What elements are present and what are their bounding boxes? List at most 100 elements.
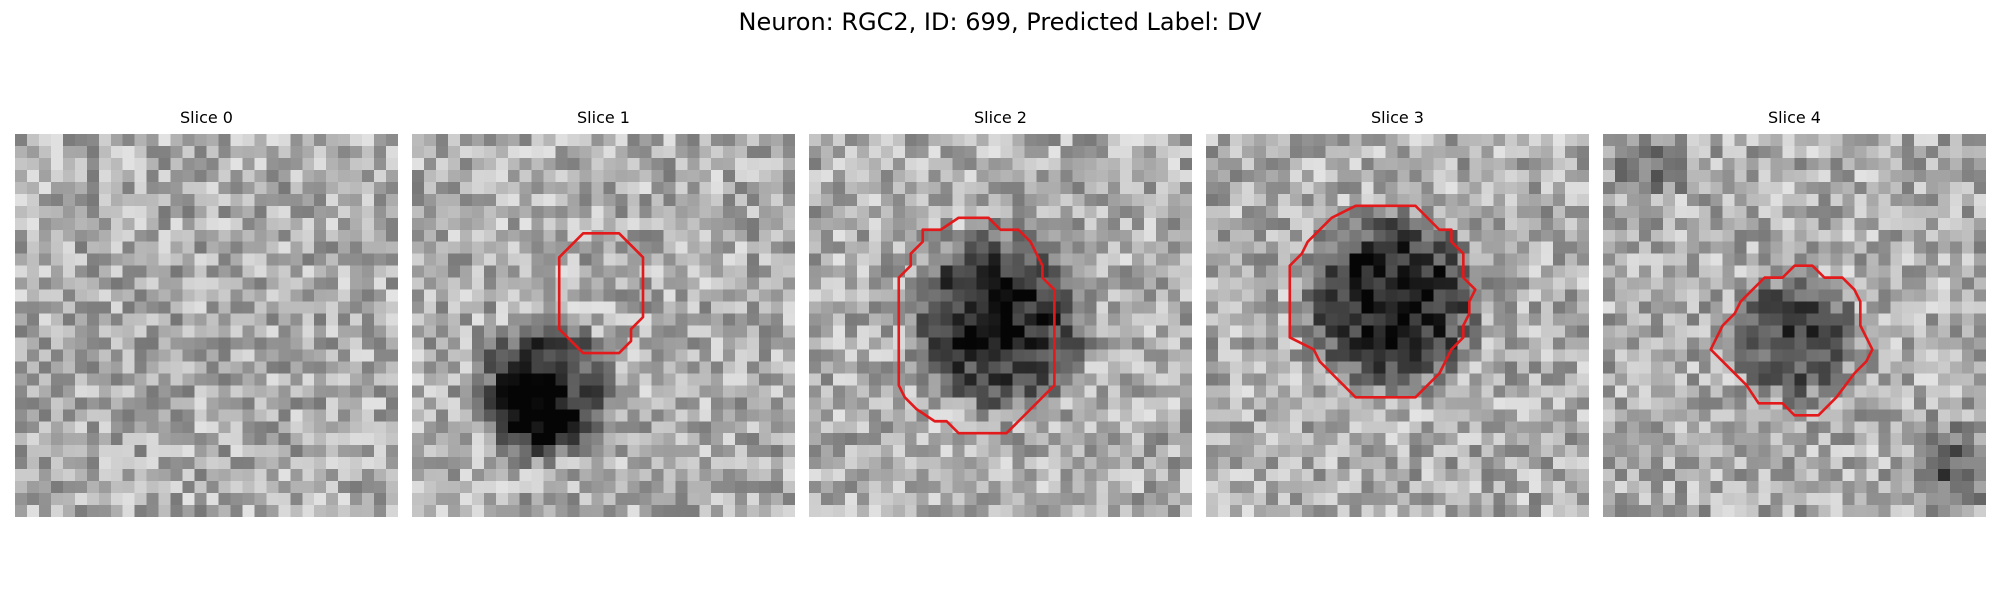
pixel bbox=[218, 397, 231, 410]
pixel bbox=[928, 457, 941, 470]
pixel bbox=[266, 481, 279, 494]
pixel bbox=[844, 157, 858, 171]
pixel bbox=[1505, 445, 1518, 458]
pixel bbox=[1565, 349, 1578, 362]
pixel bbox=[1650, 181, 1664, 195]
pixel bbox=[964, 205, 977, 219]
pixel bbox=[1866, 181, 1879, 195]
pixel bbox=[483, 217, 497, 230]
pixel bbox=[290, 181, 303, 195]
pixel bbox=[1962, 205, 1975, 219]
pixel bbox=[1517, 361, 1530, 374]
pixel bbox=[591, 385, 604, 398]
pixel bbox=[1674, 134, 1688, 147]
pixel bbox=[723, 445, 736, 458]
pixel bbox=[1409, 325, 1422, 338]
pixel bbox=[1758, 241, 1771, 254]
pixel bbox=[651, 337, 664, 350]
pixel bbox=[326, 337, 339, 350]
pixel bbox=[1734, 134, 1747, 147]
pixel bbox=[856, 181, 870, 195]
pixel bbox=[783, 217, 795, 230]
pixel bbox=[1662, 445, 1676, 458]
pixel bbox=[1156, 313, 1169, 326]
pixel bbox=[1265, 337, 1279, 350]
pixel bbox=[1529, 205, 1542, 219]
pixel bbox=[1758, 145, 1771, 159]
pixel bbox=[412, 145, 425, 159]
pixel bbox=[1036, 445, 1049, 458]
pixel bbox=[1337, 397, 1350, 410]
pixel bbox=[86, 301, 100, 314]
pixel bbox=[1277, 241, 1291, 254]
pixel bbox=[206, 325, 219, 338]
pixel bbox=[579, 313, 592, 326]
pixel bbox=[1325, 385, 1338, 398]
pixel bbox=[290, 373, 303, 386]
pixel bbox=[1902, 373, 1915, 386]
pixel bbox=[1144, 169, 1157, 183]
pixel bbox=[1505, 337, 1518, 350]
pixel bbox=[940, 229, 953, 242]
pixel bbox=[362, 193, 375, 207]
pixel bbox=[711, 409, 724, 422]
pixel bbox=[1217, 289, 1231, 302]
pixel bbox=[1385, 325, 1398, 338]
pixel bbox=[1926, 277, 1939, 290]
pixel bbox=[988, 469, 1001, 482]
pixel bbox=[254, 289, 267, 302]
pixel bbox=[579, 397, 592, 410]
pixel bbox=[314, 421, 327, 434]
pixel bbox=[1626, 373, 1640, 386]
pixel bbox=[86, 505, 100, 517]
pixel bbox=[170, 241, 183, 254]
pixel bbox=[86, 481, 100, 494]
pixel bbox=[1241, 169, 1255, 183]
pixel bbox=[1325, 134, 1338, 147]
pixel bbox=[1650, 193, 1664, 207]
pixel bbox=[1698, 361, 1711, 374]
pixel bbox=[290, 397, 303, 410]
pixel bbox=[771, 205, 784, 219]
pixel bbox=[771, 397, 784, 410]
pixel bbox=[567, 409, 580, 422]
pixel bbox=[1962, 145, 1975, 159]
pixel bbox=[447, 505, 461, 517]
pixel bbox=[1277, 325, 1291, 338]
pixel bbox=[1325, 289, 1338, 302]
pixel bbox=[1541, 277, 1554, 290]
pixel bbox=[1577, 433, 1589, 446]
pixel bbox=[1217, 313, 1231, 326]
pixel bbox=[302, 385, 315, 398]
pixel bbox=[952, 469, 965, 482]
slice-image bbox=[1603, 134, 1986, 517]
pixel bbox=[1397, 397, 1410, 410]
pixel bbox=[507, 289, 520, 302]
pixel bbox=[1168, 229, 1181, 242]
pixel bbox=[1180, 289, 1192, 302]
pixel bbox=[1265, 445, 1279, 458]
pixel bbox=[423, 433, 437, 446]
pixel bbox=[98, 433, 111, 446]
pixel bbox=[1265, 253, 1279, 266]
pixel bbox=[1541, 289, 1554, 302]
pixel bbox=[1950, 134, 1963, 147]
pixel bbox=[158, 505, 171, 517]
pixel bbox=[820, 169, 834, 183]
pixel bbox=[1902, 145, 1915, 159]
pixel bbox=[1084, 289, 1097, 302]
pixel bbox=[1180, 469, 1192, 482]
pixel bbox=[495, 169, 508, 183]
pixel bbox=[1878, 145, 1891, 159]
pixel bbox=[447, 277, 461, 290]
pixel bbox=[1481, 349, 1494, 362]
pixel bbox=[26, 289, 40, 302]
pixel bbox=[531, 265, 544, 278]
pixel bbox=[988, 265, 1001, 278]
pixel bbox=[1565, 205, 1578, 219]
pixel bbox=[1445, 397, 1458, 410]
pixel bbox=[809, 157, 822, 171]
pixel bbox=[1108, 205, 1121, 219]
pixel bbox=[1938, 301, 1951, 314]
pixel bbox=[1866, 337, 1879, 350]
